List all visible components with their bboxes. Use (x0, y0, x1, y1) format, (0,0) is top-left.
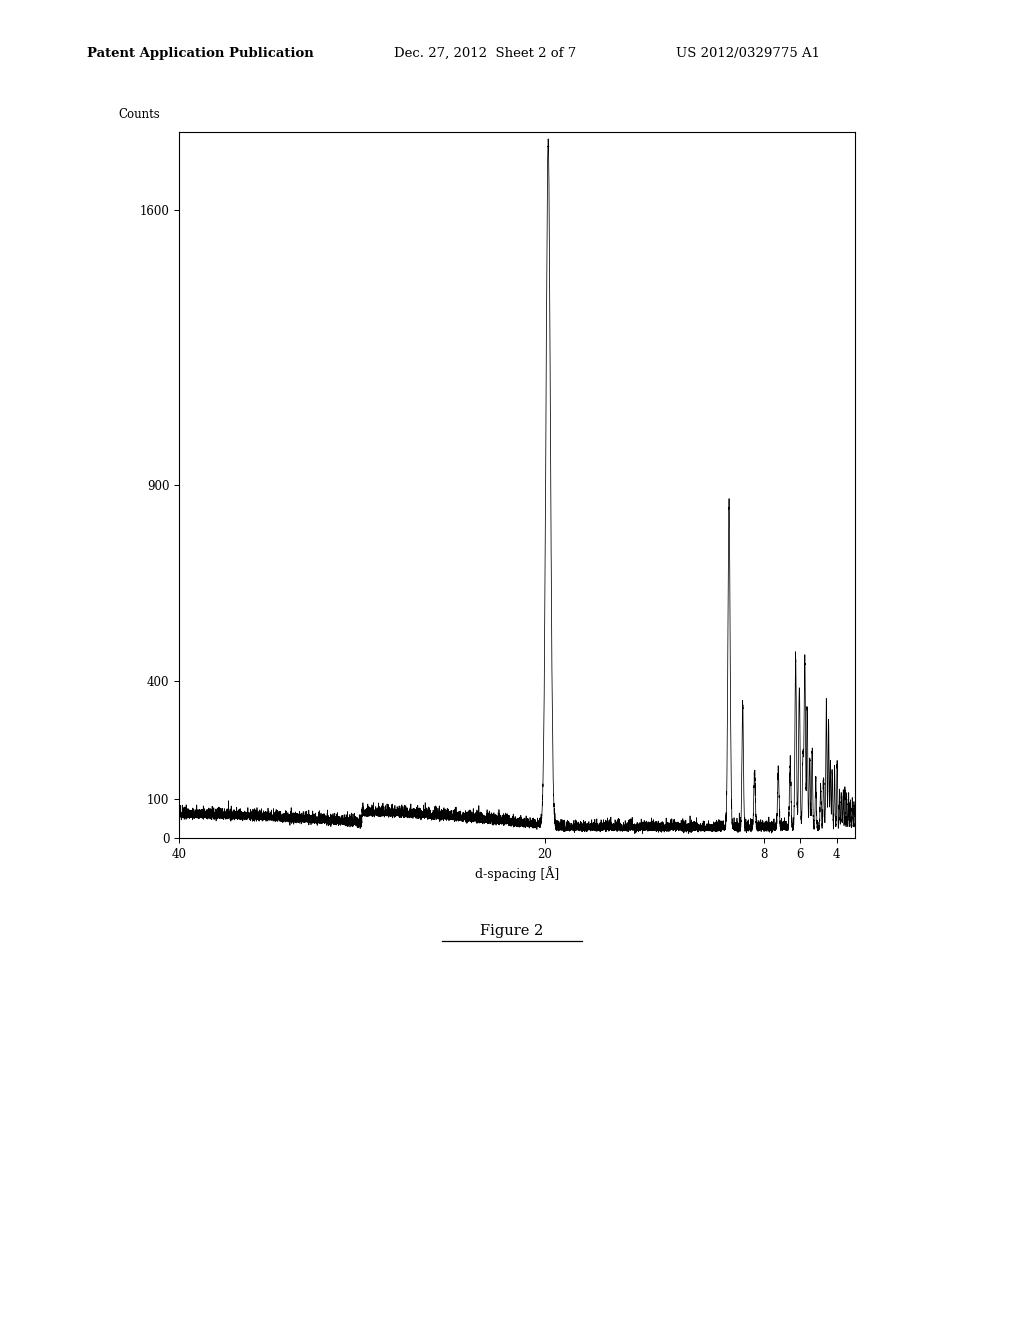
Text: Counts: Counts (119, 108, 160, 121)
Text: US 2012/0329775 A1: US 2012/0329775 A1 (676, 46, 820, 59)
Text: Figure 2: Figure 2 (480, 924, 544, 937)
Text: Dec. 27, 2012  Sheet 2 of 7: Dec. 27, 2012 Sheet 2 of 7 (394, 46, 577, 59)
X-axis label: d-spacing [Å]: d-spacing [Å] (475, 866, 559, 882)
Text: Patent Application Publication: Patent Application Publication (87, 46, 313, 59)
